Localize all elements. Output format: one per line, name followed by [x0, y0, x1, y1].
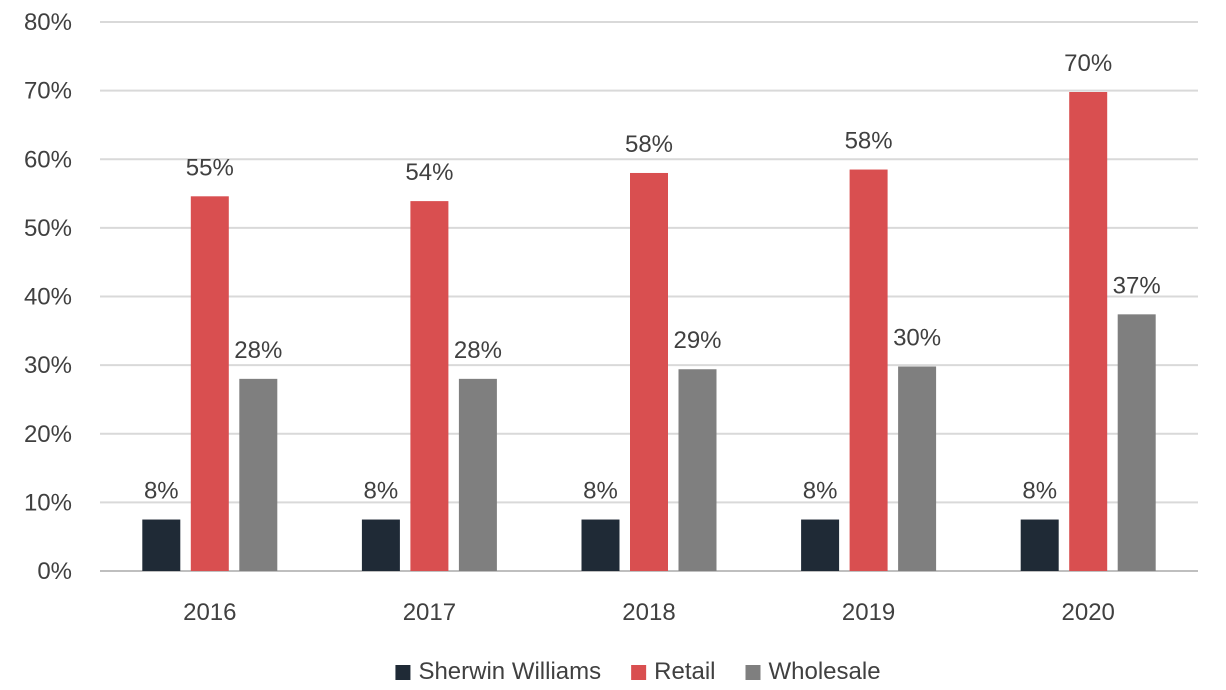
- x-tick-label: 2018: [622, 599, 675, 626]
- data-label: 28%: [454, 337, 502, 364]
- legend-label: Retail: [654, 658, 715, 685]
- y-tick-label: 50%: [24, 215, 72, 242]
- y-tick-label: 0%: [37, 558, 72, 585]
- y-tick-label: 20%: [24, 421, 72, 448]
- bar-retail-2018[interactable]: [630, 172, 668, 571]
- data-labels: 8% 55% 28% 8% 54% 28% 8% 58% 29% 8% 58% 30% 8% 70% 37%: [144, 50, 1161, 505]
- bar-retail-2016[interactable]: [190, 196, 229, 571]
- bar-retail-2017[interactable]: [410, 201, 449, 571]
- legend-item-retail[interactable]: Retail: [631, 658, 716, 685]
- data-label: 58%: [625, 131, 673, 158]
- data-label: 70%: [1064, 50, 1112, 77]
- bar-sherwin-williams-2020[interactable]: [1020, 519, 1059, 571]
- bar-retail-2020[interactable]: [1069, 91, 1108, 571]
- y-tick-label: 70%: [24, 78, 72, 105]
- y-axis-ticks: 0% 10% 20% 30% 40% 50% 60% 70% 80%: [24, 9, 72, 585]
- legend-swatch: [631, 665, 647, 680]
- legend-swatch: [395, 665, 411, 680]
- bar-retail-2019[interactable]: [849, 169, 888, 571]
- data-label: 8%: [583, 478, 618, 505]
- x-axis-ticks: 2016 2017 2018 2019 2020: [183, 599, 1115, 626]
- data-label: 58%: [845, 128, 893, 155]
- data-label: 8%: [803, 478, 838, 505]
- y-tick-label: 10%: [24, 489, 72, 516]
- legend-item-sherwin-williams[interactable]: Sherwin Williams: [395, 658, 601, 685]
- data-label: 28%: [234, 337, 282, 364]
- data-label: 29%: [673, 327, 721, 354]
- y-tick-label: 80%: [24, 9, 72, 36]
- y-tick-label: 30%: [24, 352, 72, 379]
- data-label: 37%: [1113, 272, 1161, 299]
- bar-sherwin-williams-2016[interactable]: [142, 519, 181, 571]
- y-tick-label: 60%: [24, 146, 72, 173]
- data-label: 8%: [144, 478, 179, 505]
- legend[interactable]: Sherwin Williams Retail Wholesale: [395, 658, 881, 685]
- bar-wholesale-2018[interactable]: [678, 369, 717, 571]
- data-label: 8%: [364, 478, 399, 505]
- x-tick-label: 2016: [183, 599, 236, 626]
- bar-wholesale-2020[interactable]: [1117, 314, 1156, 571]
- bar-sherwin-williams-2019[interactable]: [801, 519, 840, 571]
- bars: [142, 91, 1156, 571]
- x-tick-label: 2019: [842, 599, 895, 626]
- legend-item-wholesale[interactable]: Wholesale: [745, 658, 881, 685]
- data-label: 54%: [405, 159, 453, 186]
- bar-sherwin-williams-2018[interactable]: [581, 519, 620, 571]
- legend-label: Sherwin Williams: [418, 658, 601, 685]
- bar-wholesale-2016[interactable]: [239, 378, 278, 571]
- bar-sherwin-williams-2017[interactable]: [361, 519, 400, 571]
- data-label: 30%: [893, 324, 941, 351]
- bar-wholesale-2019[interactable]: [898, 366, 937, 571]
- legend-swatch: [745, 665, 761, 680]
- bar-wholesale-2017[interactable]: [458, 378, 497, 571]
- x-tick-label: 2020: [1062, 599, 1115, 626]
- legend-label: Wholesale: [769, 658, 881, 685]
- x-tick-label: 2017: [403, 599, 456, 626]
- data-label: 8%: [1022, 478, 1057, 505]
- data-label: 55%: [186, 154, 234, 181]
- y-tick-label: 40%: [24, 284, 72, 311]
